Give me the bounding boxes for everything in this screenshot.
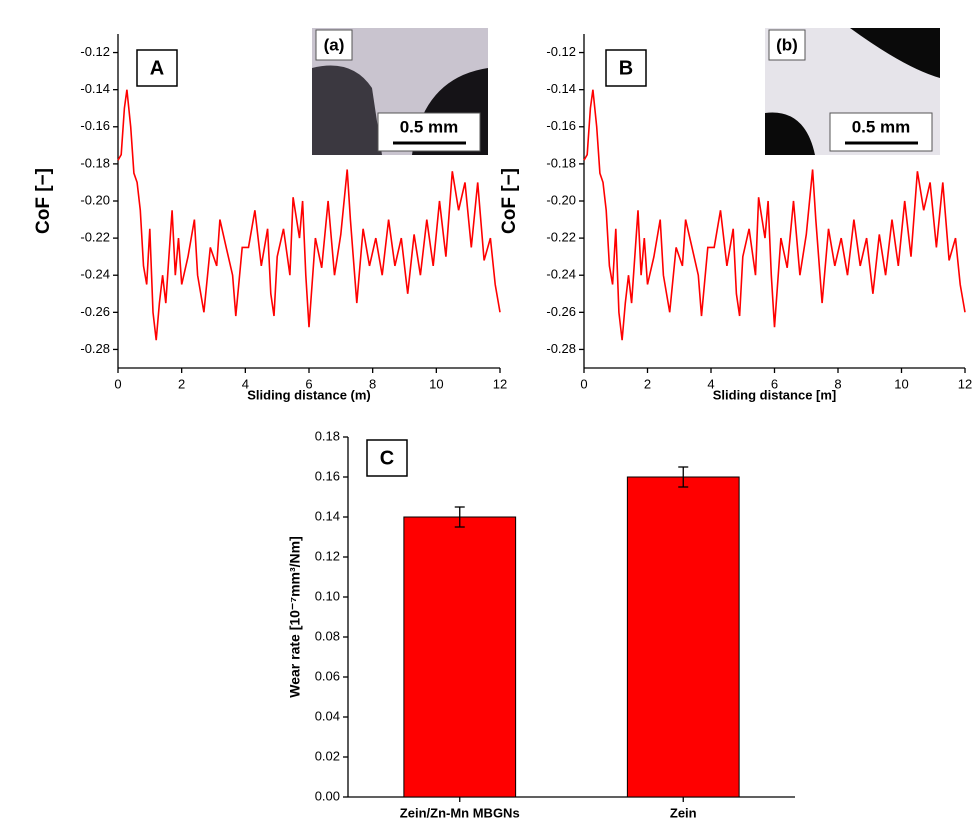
inset-label-box	[768, 29, 806, 61]
y-tick-label: 0.10	[315, 588, 340, 603]
y-tick-label: -0.22	[546, 230, 576, 245]
y-tick-label: -0.12	[80, 44, 110, 59]
micrograph-dark-region	[312, 65, 382, 155]
error-bar	[678, 466, 689, 488]
y-tick-label: 0.14	[315, 508, 340, 523]
bar	[403, 516, 517, 798]
x-tick-label: 6	[771, 376, 778, 391]
inset-label: (a)	[324, 35, 345, 54]
y-tick-label: 0.06	[315, 668, 340, 683]
x-tick-label: Zein	[670, 805, 697, 820]
x-tick-label: 0	[114, 376, 121, 391]
x-tick-label: 2	[644, 376, 651, 391]
y-tick-label: -0.20	[546, 192, 576, 207]
y-tick-label: 0.18	[315, 428, 340, 443]
micrograph-dark-region	[850, 28, 940, 78]
scale-bar-box	[377, 112, 481, 152]
bar	[626, 476, 740, 798]
y-tick-label: -0.28	[546, 341, 576, 356]
y-axis-label: CoF [−]	[499, 168, 520, 234]
scale-bar-box	[829, 112, 933, 152]
y-tick-label: 0.16	[315, 468, 340, 483]
y-axis-label: CoF [−]	[33, 168, 54, 234]
panel-label: C	[380, 447, 394, 469]
y-tick-label: -0.26	[546, 304, 576, 319]
y-tick-label: 0.02	[315, 748, 340, 763]
scale-bar-label: 0.5 mm	[400, 117, 459, 136]
y-tick-label: -0.16	[80, 118, 110, 133]
y-tick-label: -0.14	[80, 81, 110, 96]
y-tick-label: -0.22	[80, 230, 110, 245]
error-bar	[454, 506, 465, 528]
panel-label-box	[366, 439, 408, 477]
x-axis-label: Sliding distance [m]	[713, 387, 837, 402]
scale-bar-label: 0.5 mm	[852, 117, 911, 136]
y-tick-label: 0.04	[315, 708, 340, 723]
x-tick-label: 12	[958, 376, 972, 391]
x-tick-label: 4	[707, 376, 714, 391]
y-tick-label: -0.16	[546, 118, 576, 133]
y-tick-label: -0.18	[546, 155, 576, 170]
panel-label: B	[619, 57, 633, 79]
y-tick-label: -0.26	[80, 304, 110, 319]
y-tick-label: -0.24	[80, 267, 110, 282]
y-tick-label: -0.28	[80, 341, 110, 356]
panel-label: A	[150, 57, 164, 79]
y-tick-label: 0.00	[315, 788, 340, 803]
inset-label: (b)	[776, 35, 798, 54]
x-tick-label: 4	[242, 376, 249, 391]
y-tick-label: -0.20	[80, 192, 110, 207]
panel-label-box	[605, 49, 647, 87]
y-tick-label: 0.12	[315, 548, 340, 563]
y-tick-label: 0.08	[315, 628, 340, 643]
y-tick-label: -0.18	[80, 155, 110, 170]
panel-label-box	[136, 49, 178, 87]
x-tick-label: 12	[493, 376, 507, 391]
x-tick-label: 2	[178, 376, 185, 391]
y-tick-label: -0.24	[546, 267, 576, 282]
micrograph-dark-region	[765, 112, 815, 155]
x-tick-label: 10	[894, 376, 908, 391]
x-tick-label: 0	[580, 376, 587, 391]
x-axis-label: Sliding distance (m)	[247, 387, 371, 402]
x-tick-label: 8	[369, 376, 376, 391]
cof-line	[583, 89, 966, 341]
y-tick-label: -0.14	[546, 81, 576, 96]
cof-line	[117, 89, 501, 341]
y-axis-label: Wear rate [10⁻⁷mm³/Nm]	[287, 536, 303, 698]
x-tick-label: Zein/Zn-Mn MBGNs	[400, 805, 520, 820]
inset-label-box	[315, 29, 353, 61]
x-tick-label: 8	[834, 376, 841, 391]
x-tick-label: 10	[429, 376, 443, 391]
y-tick-label: -0.12	[546, 44, 576, 59]
x-tick-label: 6	[305, 376, 312, 391]
